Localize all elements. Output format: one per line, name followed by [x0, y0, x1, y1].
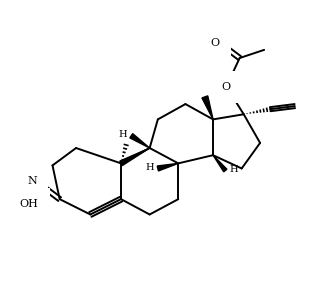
Text: OH: OH — [20, 199, 39, 209]
Polygon shape — [120, 148, 150, 166]
Text: O: O — [211, 38, 220, 48]
Text: H: H — [145, 163, 154, 172]
Polygon shape — [157, 163, 178, 171]
Polygon shape — [130, 134, 150, 148]
Polygon shape — [202, 96, 213, 119]
Polygon shape — [213, 155, 227, 172]
Text: H: H — [229, 165, 238, 174]
Text: H: H — [119, 130, 127, 139]
Text: O: O — [222, 82, 231, 92]
Text: N: N — [27, 176, 37, 186]
